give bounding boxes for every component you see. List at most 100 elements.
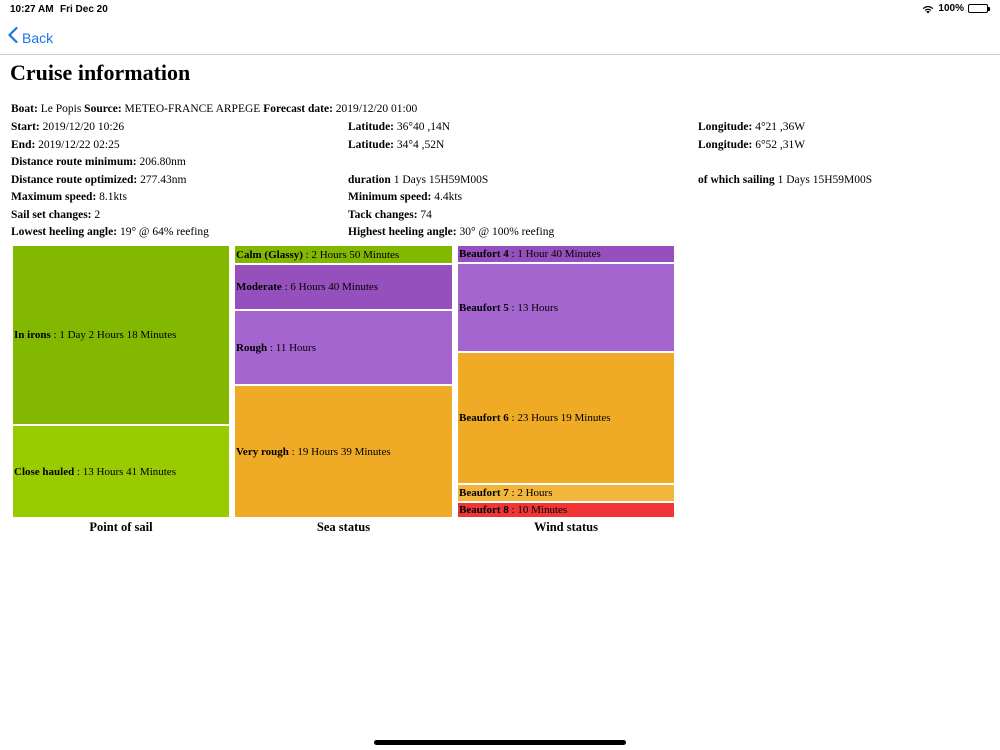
max-speed-line: Maximum speed: 8.1kts [11,191,127,203]
wind-status-cell-value: : 10 Minutes [508,504,568,516]
max-speed-value: 8.1kts [99,191,127,203]
start-longitude-value: 4°21 ,36W [755,121,806,133]
max-speed-label: Maximum speed: [11,191,97,203]
longitude-label: Longitude: [698,139,753,151]
latitude-label: Latitude: [348,121,394,133]
sea-status-cell: Rough : 11 Hours [234,310,453,385]
point-of-sail-cell-label: Close hauled [14,465,75,478]
wind-status-cell-label: Beaufort 5 [459,301,509,314]
point-of-sail-caption: Point of sail [89,520,153,534]
distance-minimum-line: Distance route minimum: 206.80nm [11,156,186,168]
point-of-sail-cell-label: In irons [14,329,51,341]
start-value: 2019/12/20 10:26 [42,121,125,133]
back-label: Back [22,29,54,46]
distance-minimum-value: 206.80nm [139,156,186,168]
sea-status-cell: Very rough : 19 Hours 39 Minutes [234,385,453,518]
longitude-label: Longitude: [698,121,753,133]
tack-changes-line: Tack changes: 74 [348,209,432,221]
distance-optimized-line: Distance route optimized: 277.43nm [11,174,186,186]
sea-status-cell-value: : 19 Hours 39 Minutes [288,445,391,458]
sailing-value: 1 Days 15H59M00S [777,174,873,186]
end-value: 2019/12/22 02:25 [38,139,120,151]
status-date: Fri Dec 20 [60,4,108,15]
sailing-line: of which sailing 1 Days 15H59M00S [698,174,872,186]
sea-status-cell-label: Calm (Glassy) [236,248,303,261]
boat-line: Boat: Le Popis Source: METEO-FRANCE ARPE… [11,103,417,115]
sea-status-treemap: Calm (Glassy) : 2 Hours 50 Minutes Modera… [234,245,453,518]
sailing-label: of which sailing [698,174,775,186]
back-button[interactable]: Back [8,26,54,48]
distance-minimum-label: Distance route minimum: [11,156,137,168]
status-bar: 10:27 AM Fri Dec 20 100% [0,0,1000,20]
start-label: Start: [11,121,40,133]
point-of-sail-treemap: In irons : 1 Day 2 Hours 18 Minutes Close… [12,245,230,518]
sea-status-caption: Sea status [316,520,371,534]
point-of-sail-cell: Close hauled : 13 Hours 41 Minutes [12,425,230,518]
boat-label: Boat: [11,103,38,115]
wind-status-cell: Beaufort 5 : 13 Hours [457,263,675,352]
min-speed-label: Minimum speed: [348,191,432,203]
end-longitude-line: Longitude: 6°52 ,31W [698,139,805,151]
sea-status-cell: Calm (Glassy) : 2 Hours 50 Minutes [234,245,453,264]
end-line: End: 2019/12/22 02:25 [11,139,120,151]
tack-changes-label: Tack changes: [348,209,418,221]
battery-percent: 100% [938,3,964,14]
wind-status-caption: Wind status [533,520,599,534]
forecast-label: Forecast date: [263,103,333,115]
start-latitude-value: 36°40 ,14N [396,121,451,133]
duration-label: duration [348,174,391,186]
duration-line: duration 1 Days 15H59M00S [348,174,488,186]
navigation-bar: Back [0,20,1000,55]
wind-status-cell: Beaufort 6 : 23 Hours 19 Minutes [457,352,675,484]
status-right: 100% [922,3,990,14]
wind-status-cell-label: Beaufort 4 [459,248,509,260]
point-of-sail-cell: In irons : 1 Day 2 Hours 18 Minutes [12,245,230,425]
status-time: 10:27 AM [10,4,54,15]
duration-value: 1 Days 15H59M00S [393,174,489,186]
wind-status-cell-value: : 1 Hour 40 Minutes [508,248,601,260]
source-value: METEO-FRANCE ARPEGE [124,103,261,115]
distance-optimized-value: 277.43nm [140,174,187,186]
wifi-icon [922,4,934,14]
boat-value: Le Popis [40,103,82,115]
sea-status-cell: Moderate : 6 Hours 40 Minutes [234,264,453,310]
source-label: Source: [84,103,122,115]
wind-status-cell: Beaufort 7 : 2 Hours [457,484,675,502]
end-latitude-line: Latitude: 34°4 ,52N [348,139,444,151]
min-speed-value: 4.4kts [434,191,463,203]
min-speed-line: Minimum speed: 4.4kts [348,191,462,203]
sea-status-cell-label: Very rough [236,445,289,458]
sea-status-cell-value: : 2 Hours 50 Minutes [302,248,400,261]
wind-status-cell-label: Beaufort 7 [459,487,509,499]
sea-status-cell-value: : 6 Hours 40 Minutes [281,281,379,293]
end-label: End: [11,139,36,151]
start-line: Start: 2019/12/20 10:26 [11,121,124,133]
sail-changes-value: 2 [94,209,101,221]
wind-status-cell: Beaufort 8 : 10 Minutes [457,502,675,518]
highest-heeling-line: Highest heeling angle: 30° @ 100% reefin… [348,226,554,238]
end-latitude-value: 34°4 ,52N [396,139,445,151]
start-longitude-line: Longitude: 4°21 ,36W [698,121,805,133]
start-latitude-line: Latitude: 36°40 ,14N [348,121,450,133]
sea-status-cell-label: Moderate [236,281,282,293]
wind-status-cell-value: : 13 Hours [508,301,558,314]
sea-status-cell-value: : 11 Hours [267,341,316,354]
highest-heeling-value: 30° @ 100% reefing [459,226,555,238]
wind-status-cell-value: : 2 Hours [508,487,553,499]
forecast-value: 2019/12/20 01:00 [335,103,418,115]
page-title: Cruise information [10,60,191,85]
wind-status-cell-label: Beaufort 6 [459,412,509,424]
latitude-label: Latitude: [348,139,394,151]
highest-heeling-label: Highest heeling angle: [348,226,457,238]
sail-changes-label: Sail set changes: [11,209,92,221]
point-of-sail-cell-value: : 13 Hours 41 Minutes [74,465,176,478]
lowest-heeling-label: Lowest heeling angle: [11,226,118,238]
home-indicator[interactable] [374,740,626,745]
lowest-heeling-line: Lowest heeling angle: 19° @ 64% reefing [11,226,209,238]
battery-icon [968,4,990,13]
tack-changes-value: 74 [420,209,432,221]
lowest-heeling-value: 19° @ 64% reefing [119,226,209,238]
point-of-sail-cell-value: : 1 Day 2 Hours 18 Minutes [50,329,177,341]
sea-status-cell-label: Rough [236,341,268,354]
end-longitude-value: 6°52 ,31W [755,139,806,151]
